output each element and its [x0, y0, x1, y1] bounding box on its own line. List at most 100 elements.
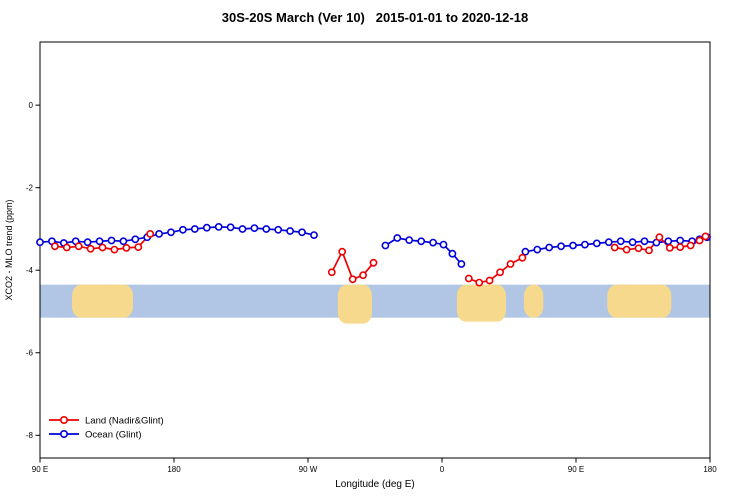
series-data-point	[701, 232, 710, 241]
series-data-point	[695, 236, 704, 245]
series-data-point	[95, 237, 104, 246]
series-data-point	[119, 237, 128, 246]
series-data-point	[457, 260, 466, 268]
series-data-point	[369, 258, 378, 267]
series-data-point	[569, 241, 577, 250]
series-data-point	[327, 268, 336, 277]
series-data-point	[521, 247, 530, 256]
series-data-point	[405, 236, 414, 244]
chart-title: 30S-20S March (Ver 10) 2015-01-01 to 202…	[221, 10, 529, 25]
series-data-point	[557, 242, 565, 251]
legend-land-marker	[59, 415, 68, 424]
series-data-point	[250, 224, 259, 232]
series-data-point	[464, 274, 473, 283]
series-data-point	[616, 237, 625, 246]
series-data-point	[98, 243, 107, 252]
y-axis-tick-label: -8	[26, 431, 34, 440]
series-data-point	[655, 233, 664, 242]
series-data-point	[496, 268, 504, 277]
series-data-point	[298, 228, 306, 237]
map-band-ocean	[40, 284, 710, 318]
y-axis-tick-label: -4	[26, 266, 34, 275]
plot-box	[39, 41, 711, 459]
series-data-point	[274, 225, 283, 234]
series-data-point	[122, 243, 131, 252]
series-data-point	[310, 231, 318, 239]
series-data-point	[665, 243, 674, 252]
y-axis-title: XCO2 - MLO trend (ppm)	[4, 199, 14, 300]
legend-ocean-label: Ocean (Glint)	[85, 430, 142, 441]
series-data-point	[475, 278, 484, 287]
series-data-point	[634, 244, 643, 253]
series-data-point	[107, 236, 116, 245]
series-data-point	[286, 227, 294, 235]
series-data-point	[214, 222, 223, 231]
legend-land-label: Land (Nadir&Glint)	[85, 416, 164, 427]
series-data-point	[190, 225, 199, 233]
map-band-land	[456, 284, 506, 322]
y-axis-tick-label: -6	[26, 348, 34, 357]
series-data-point	[610, 243, 619, 252]
series-data-point	[226, 223, 235, 232]
series-data-point	[664, 237, 673, 246]
series-data-point	[202, 223, 211, 232]
series-data-point	[628, 238, 637, 247]
series-data-point	[62, 243, 71, 252]
series-data-point	[74, 242, 83, 251]
series-data-point	[134, 243, 143, 251]
map-band-land	[337, 284, 372, 324]
legend: Land (Nadir&Glint) Ocean (Glint)	[49, 416, 164, 441]
series-data-point	[439, 240, 448, 249]
y-axis-tick-label: 0	[29, 101, 34, 110]
series-data-point	[381, 241, 390, 250]
series-line	[331, 249, 375, 281]
series-data-point	[146, 229, 155, 238]
series-data-point	[167, 228, 175, 237]
series-data-point	[178, 225, 187, 234]
series-data-point	[506, 260, 515, 268]
series-data-point	[262, 225, 271, 233]
series-data-point	[429, 238, 437, 247]
series-data-point	[110, 245, 119, 254]
series-line	[468, 257, 523, 284]
series-data-point	[533, 245, 542, 254]
x-axis-tick-label: 180	[703, 465, 717, 474]
x-axis-tick-label: 0	[440, 465, 445, 474]
map-band-land	[607, 284, 672, 318]
series-data-point	[51, 242, 59, 251]
series-data-point	[83, 238, 92, 247]
series-data-point	[592, 239, 601, 248]
map-band-land	[523, 284, 544, 318]
x-axis-tick-label: 180	[167, 465, 181, 474]
y-axis-tick-label: -2	[26, 183, 34, 192]
series-data-point	[448, 249, 457, 258]
series-data-point	[640, 237, 649, 246]
map-band-land	[72, 284, 133, 318]
x-axis-tick-label: 90 E	[32, 465, 48, 474]
series-data-point	[545, 243, 554, 252]
series-data-point	[338, 247, 347, 256]
x-axis-tick-label: 90 W	[299, 465, 318, 474]
map-band-layer	[40, 284, 710, 324]
series-data-point	[581, 240, 589, 249]
series-data-point	[645, 246, 653, 255]
series-data-point	[36, 238, 44, 247]
series-data-point	[359, 271, 367, 280]
series-data-point	[131, 235, 140, 244]
legend-ocean-marker	[59, 429, 68, 438]
series-data-point	[393, 234, 402, 242]
series-data-point	[676, 236, 685, 245]
series-data-point	[485, 276, 494, 285]
series-data-point	[622, 245, 631, 254]
series-line	[39, 226, 315, 244]
series-data-point	[86, 244, 95, 253]
x-axis-title: Longitude (deg E)	[335, 479, 415, 490]
series-layer	[36, 222, 711, 287]
x-axis-tick-label: 90 E	[568, 465, 584, 474]
series-data-point	[238, 225, 247, 233]
series-data-point	[518, 253, 527, 262]
series-data-point	[417, 237, 426, 246]
series-data-point	[604, 238, 613, 247]
